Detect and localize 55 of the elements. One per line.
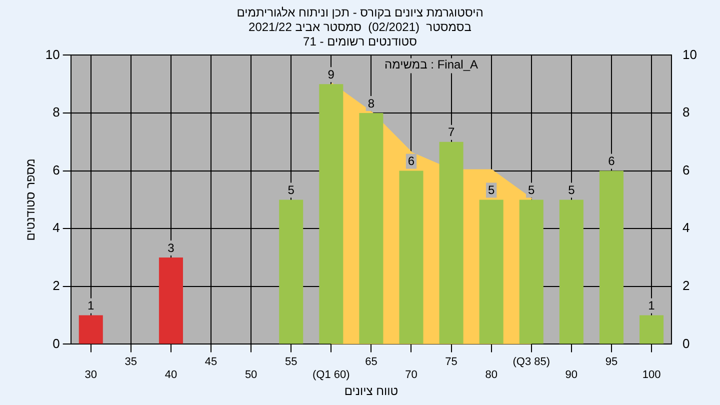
y2-tick-label: 2 bbox=[682, 278, 690, 293]
x-tick-label: 70 bbox=[405, 369, 418, 382]
data-label: 5 bbox=[528, 183, 536, 198]
bar bbox=[439, 142, 464, 344]
x-tick-label: 75 bbox=[445, 356, 458, 368]
y-tick-label: 10 bbox=[45, 46, 60, 62]
x-tick-label: 65 bbox=[365, 356, 378, 368]
y2-tick-label: 6 bbox=[682, 162, 690, 178]
y-axis-title: מספר סטודנטים bbox=[24, 158, 38, 241]
annotation: במשימה : Final_A bbox=[384, 58, 478, 72]
x-tick-label: 35 bbox=[124, 356, 138, 368]
bar bbox=[319, 84, 344, 344]
data-label: 1 bbox=[648, 298, 656, 313]
y2-tick-label: 10 bbox=[682, 46, 698, 62]
x-tick-label: 50 bbox=[244, 369, 258, 382]
x-axis-title: טווח ציונים bbox=[344, 384, 398, 398]
data-label: 1 bbox=[88, 298, 95, 313]
bar bbox=[599, 170, 624, 344]
x-tick-label: 90 bbox=[565, 369, 578, 382]
y-tick-label: 0 bbox=[52, 336, 60, 351]
data-label: 5 bbox=[568, 183, 576, 198]
bar bbox=[479, 200, 504, 344]
data-label: 5 bbox=[488, 183, 495, 198]
y-tick-label: 8 bbox=[52, 104, 60, 120]
bar bbox=[78, 315, 103, 344]
x-tick-label: 95 bbox=[605, 356, 618, 368]
data-label: 8 bbox=[368, 96, 375, 110]
x-tick-label: 100 bbox=[642, 369, 661, 382]
x-tick-label: 80 bbox=[485, 369, 498, 382]
y2-tick-label: 8 bbox=[682, 104, 690, 120]
bar bbox=[359, 113, 384, 344]
data-label: 9 bbox=[328, 67, 335, 82]
data-label: 7 bbox=[448, 125, 455, 140]
data-label: 5 bbox=[288, 183, 295, 198]
x-tick-label: 45 bbox=[204, 356, 218, 368]
y-tick-label: 4 bbox=[52, 220, 60, 236]
y-tick-label: 6 bbox=[52, 162, 60, 178]
y2-tick-label: 0 bbox=[682, 336, 690, 351]
x-tick-label: (Q1 60) bbox=[312, 369, 350, 382]
x-tick-label: 30 bbox=[84, 369, 98, 382]
x-tick-label: 40 bbox=[164, 369, 178, 382]
chart-title: היסטוגרמת ציונים בקורס - תכן וניתוח אלגוריתמים בסמסטר (02/2021) סמסטר אביב 2021/22 סטודנטים רשומים - 71 bbox=[236, 6, 484, 48]
bar bbox=[399, 170, 424, 344]
bar bbox=[640, 315, 664, 344]
x-tick-label: 55 bbox=[284, 356, 298, 368]
data-label: 3 bbox=[168, 240, 175, 255]
bar bbox=[279, 200, 304, 344]
x-tick-label: (Q3 85) bbox=[512, 356, 550, 368]
bar bbox=[519, 200, 544, 344]
data-label: 6 bbox=[608, 154, 616, 168]
y2-tick-label: 4 bbox=[682, 220, 690, 236]
bar bbox=[559, 200, 584, 344]
bar bbox=[158, 258, 183, 344]
y-tick-label: 2 bbox=[52, 278, 60, 293]
data-label: 6 bbox=[408, 154, 415, 168]
